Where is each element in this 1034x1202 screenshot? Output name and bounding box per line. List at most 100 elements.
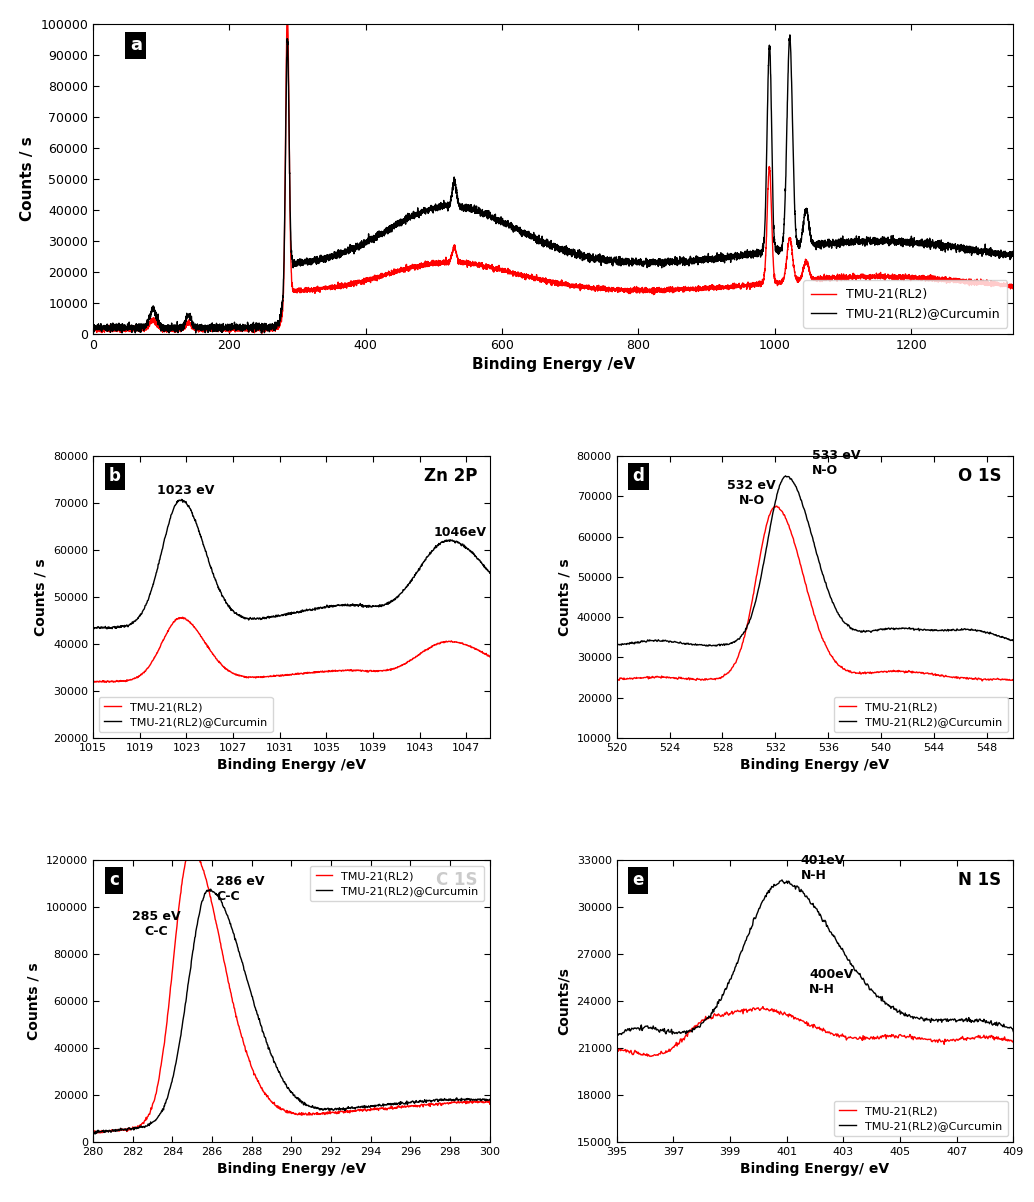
TMU-21(RL2)@Curcumin [826,928,839,942]
Text: 285 eV
C-C: 285 eV C-C [132,910,181,939]
TMU-21(RL2) [800,1014,813,1029]
TMU-21(RL2)@Curcumin [610,1028,622,1042]
TMU-21(RL2) [1007,279,1020,293]
Legend: TMU-21(RL2), TMU-21(RL2)@Curcumin: TMU-21(RL2), TMU-21(RL2)@Curcumin [98,697,273,732]
Legend: TMU-21(RL2), TMU-21(RL2)@Curcumin: TMU-21(RL2), TMU-21(RL2)@Curcumin [833,697,1008,732]
Legend: TMU-21(RL2), TMU-21(RL2)@Curcumin: TMU-21(RL2), TMU-21(RL2)@Curcumin [833,1101,1008,1136]
TMU-21(RL2)@Curcumin [89,1126,101,1141]
TMU-21(RL2) [610,1041,622,1055]
TMU-21(RL2)@Curcumin [784,28,796,42]
TMU-21(RL2) [248,670,261,684]
TMU-21(RL2) [769,274,782,288]
Text: C 1S: C 1S [436,871,478,889]
TMU-21(RL2) [87,322,99,337]
Text: d: d [633,468,644,486]
TMU-21(RL2) [94,1126,107,1141]
Line: TMU-21(RL2): TMU-21(RL2) [616,506,1013,682]
Line: TMU-21(RL2)@Curcumin: TMU-21(RL2)@Curcumin [93,499,490,629]
TMU-21(RL2) [610,672,622,686]
TMU-21(RL2)@Curcumin [112,1123,124,1137]
Line: TMU-21(RL2): TMU-21(RL2) [93,850,490,1133]
Text: 1046eV: 1046eV [434,526,487,538]
TMU-21(RL2) [791,543,803,558]
TMU-21(RL2) [632,281,644,296]
TMU-21(RL2)@Curcumin [128,614,141,629]
Y-axis label: Counts / s: Counts / s [557,558,571,636]
TMU-21(RL2) [845,665,857,679]
TMU-21(RL2) [185,843,197,857]
Y-axis label: Counts / s: Counts / s [20,137,35,221]
TMU-21(RL2)@Curcumin [1007,1024,1020,1039]
TMU-21(RL2)@Curcumin [248,611,261,625]
TMU-21(RL2)@Curcumin [87,317,99,332]
X-axis label: Binding Energy /eV: Binding Energy /eV [740,758,889,773]
TMU-21(RL2) [757,999,769,1013]
TMU-21(RL2) [848,1030,860,1045]
Y-axis label: Counts/s: Counts/s [557,968,571,1035]
TMU-21(RL2)@Curcumin [397,583,409,597]
Legend: TMU-21(RL2), TMU-21(RL2)@Curcumin: TMU-21(RL2), TMU-21(RL2)@Curcumin [803,280,1007,328]
Line: TMU-21(RL2): TMU-21(RL2) [93,618,490,683]
TMU-21(RL2) [280,17,293,31]
Line: TMU-21(RL2)@Curcumin: TMU-21(RL2)@Curcumin [93,889,490,1133]
TMU-21(RL2) [318,1106,331,1120]
TMU-21(RL2)@Curcumin [776,873,788,887]
TMU-21(RL2) [340,1103,353,1118]
Line: TMU-21(RL2)@Curcumin: TMU-21(RL2)@Curcumin [616,880,1013,1035]
TMU-21(RL2) [644,1049,657,1064]
TMU-21(RL2) [87,674,99,689]
TMU-21(RL2) [770,499,783,513]
TMU-21(RL2)@Curcumin [484,566,496,581]
TMU-21(RL2)@Curcumin [848,963,860,977]
TMU-21(RL2)@Curcumin [780,469,792,483]
TMU-21(RL2)@Curcumin [802,892,815,906]
TMU-21(RL2)@Curcumin [680,636,693,650]
TMU-21(RL2)@Curcumin [420,203,432,218]
Text: e: e [633,871,644,889]
TMU-21(RL2) [484,1097,496,1112]
TMU-21(RL2)@Curcumin [999,1019,1011,1034]
TMU-21(RL2) [802,1018,815,1033]
TMU-21(RL2)@Curcumin [176,492,188,506]
TMU-21(RL2)@Curcumin [329,1101,341,1115]
Text: O 1S: O 1S [957,468,1001,486]
TMU-21(RL2)@Curcumin [769,244,782,258]
TMU-21(RL2)@Curcumin [263,609,275,624]
Text: Zn 2P: Zn 2P [424,468,478,486]
TMU-21(RL2) [87,1125,99,1139]
TMU-21(RL2) [112,1123,124,1137]
TMU-21(RL2) [177,611,189,625]
TMU-21(RL2)@Curcumin [791,483,803,498]
Line: TMU-21(RL2): TMU-21(RL2) [93,24,1013,333]
TMU-21(RL2)@Curcumin [205,882,217,897]
TMU-21(RL2)@Curcumin [612,1028,625,1042]
X-axis label: Binding Energy /eV: Binding Energy /eV [472,357,635,373]
TMU-21(RL2)@Curcumin [632,257,644,272]
X-axis label: Binding Energy /eV: Binding Energy /eV [217,1162,366,1177]
Y-axis label: Counts / s: Counts / s [33,558,48,636]
TMU-21(RL2)@Curcumin [800,888,813,903]
Line: TMU-21(RL2)@Curcumin: TMU-21(RL2)@Curcumin [93,35,1013,333]
TMU-21(RL2)@Curcumin [1007,633,1020,648]
TMU-21(RL2)@Curcumin [702,639,714,654]
TMU-21(RL2) [389,1100,401,1114]
TMU-21(RL2)@Curcumin [910,623,922,637]
Text: N 1S: N 1S [959,871,1001,889]
TMU-21(RL2) [876,665,888,679]
TMU-21(RL2)@Curcumin [846,621,858,636]
TMU-21(RL2) [128,672,141,686]
TMU-21(RL2)@Curcumin [87,619,99,633]
TMU-21(RL2) [680,672,693,686]
X-axis label: Binding Energy/ eV: Binding Energy/ eV [740,1162,889,1177]
TMU-21(RL2) [999,1033,1011,1047]
TMU-21(RL2)@Curcumin [133,320,146,334]
Legend: TMU-21(RL2), TMU-21(RL2)@Curcumin: TMU-21(RL2), TMU-21(RL2)@Curcumin [310,865,484,902]
TMU-21(RL2)@Curcumin [404,573,417,588]
TMU-21(RL2)@Curcumin [389,1097,401,1112]
TMU-21(RL2)@Curcumin [429,1093,442,1107]
TMU-21(RL2)@Curcumin [1007,246,1020,261]
TMU-21(RL2) [100,676,113,690]
TMU-21(RL2) [1007,673,1020,688]
TMU-21(RL2)@Curcumin [484,1093,496,1107]
TMU-21(RL2) [420,257,432,272]
